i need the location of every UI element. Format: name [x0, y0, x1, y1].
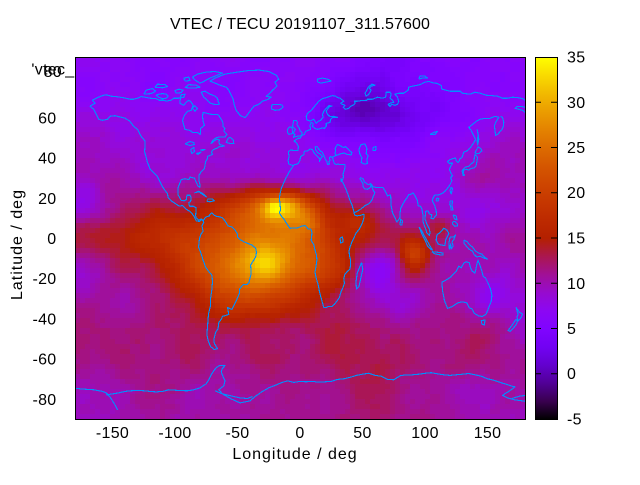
svg-text:80: 80 [44, 64, 62, 81]
svg-text:40: 40 [38, 151, 56, 168]
svg-text:20: 20 [567, 185, 585, 202]
svg-text:35: 35 [567, 50, 585, 67]
svg-text:60: 60 [38, 110, 56, 127]
svg-text:50: 50 [353, 425, 371, 442]
svg-text:-50: -50 [225, 425, 249, 442]
svg-text:150: 150 [474, 425, 502, 442]
svg-text:-5: -5 [567, 412, 582, 429]
svg-text:-150: -150 [96, 425, 129, 442]
svg-text:Latitude / deg: Latitude / deg [9, 189, 26, 300]
svg-text:Longitude / deg: Longitude / deg [232, 446, 357, 463]
svg-text:-20: -20 [32, 271, 56, 288]
svg-text:-100: -100 [158, 425, 191, 442]
svg-text:25: 25 [567, 140, 585, 157]
svg-text:100: 100 [411, 425, 439, 442]
svg-text:-40: -40 [32, 311, 56, 328]
svg-text:30: 30 [567, 95, 585, 112]
svg-text:20: 20 [38, 191, 56, 208]
svg-text:'vtec_: 'vtec_ [31, 62, 75, 79]
svg-text:0: 0 [295, 425, 304, 442]
svg-text:0: 0 [47, 231, 56, 248]
svg-text:0: 0 [567, 366, 576, 383]
svg-text:10: 10 [567, 276, 585, 293]
svg-text:5: 5 [567, 321, 576, 338]
svg-text:15: 15 [567, 231, 585, 248]
svg-text:-80: -80 [32, 392, 56, 409]
svg-text:VTEC / TECU 20191107_311.57600: VTEC / TECU 20191107_311.57600 [170, 16, 430, 33]
svg-text:-60: -60 [32, 352, 56, 369]
